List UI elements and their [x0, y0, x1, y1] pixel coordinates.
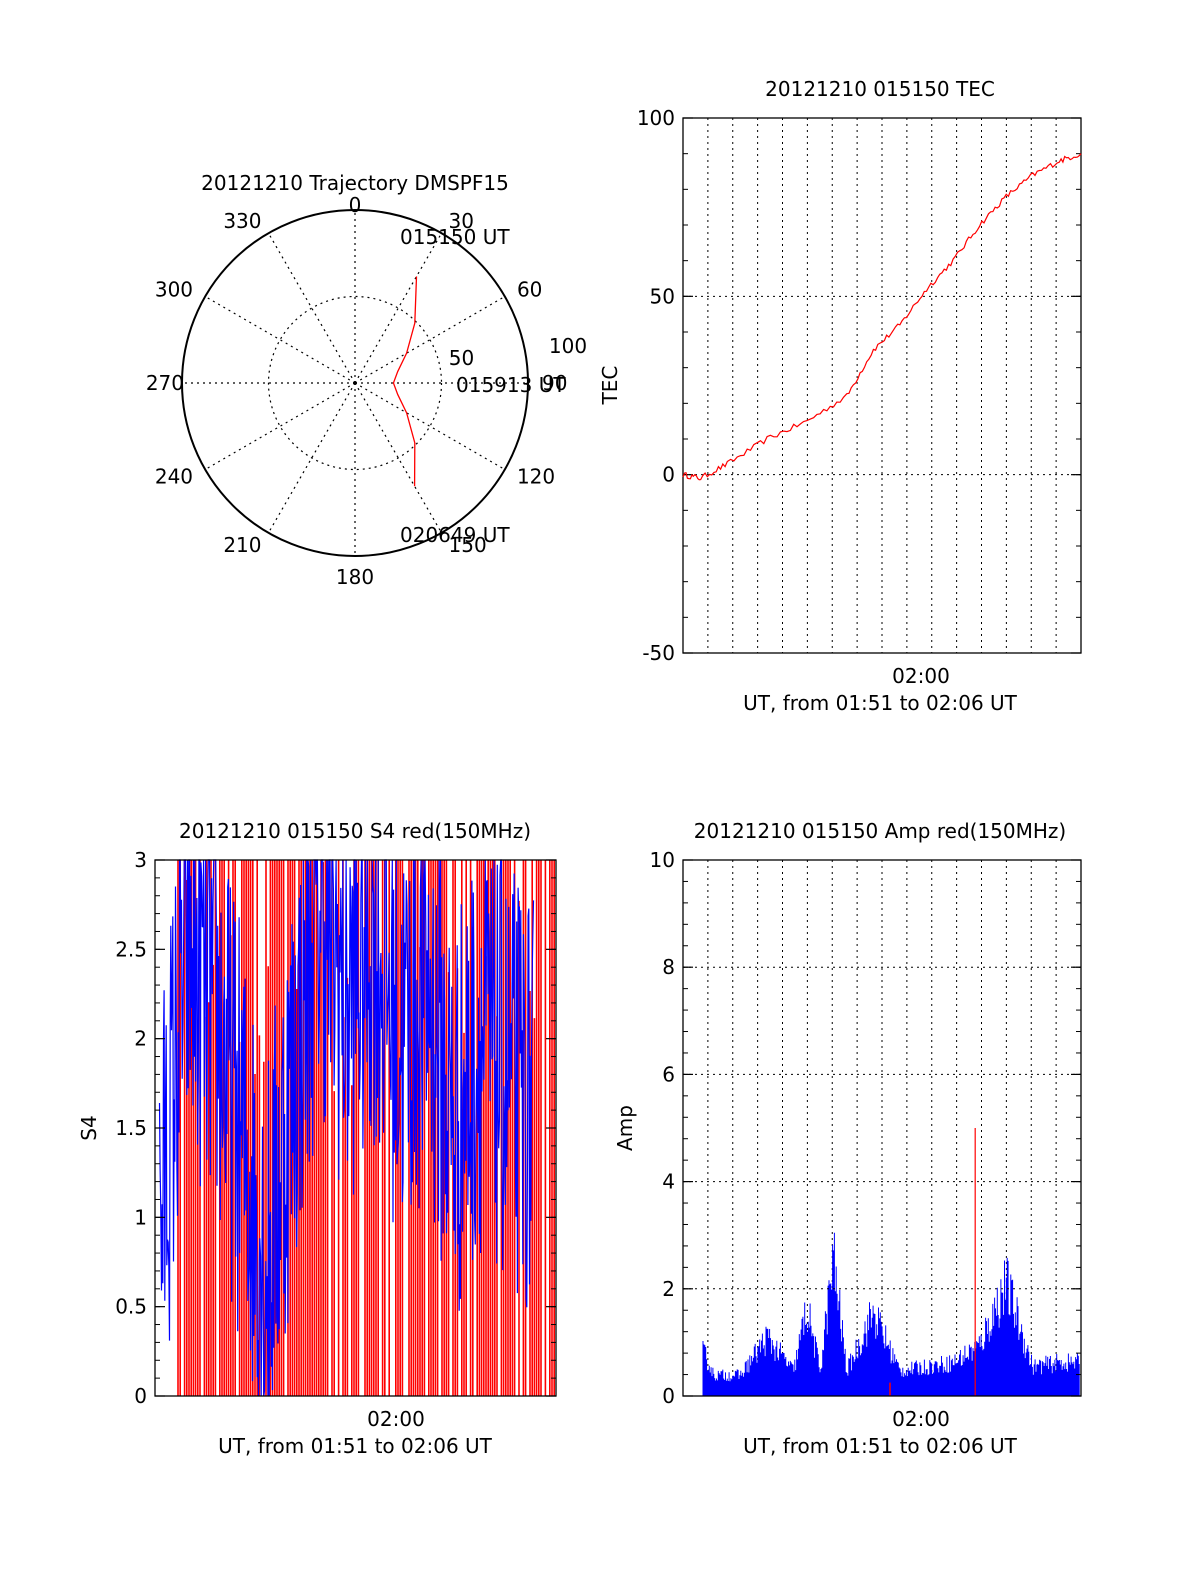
trajectory-end-label: 020649 UT	[400, 523, 510, 547]
s4-y-tick-label: 2	[134, 1027, 147, 1051]
amp-y-ticks: 10 8 6 4 2 0	[650, 848, 1081, 1408]
amp-y-tick-label: 2	[662, 1277, 675, 1301]
s4-y-tick-label: 1.5	[115, 1116, 147, 1140]
polar-azimuth-label: 240	[155, 465, 193, 489]
amp-y-tick-label: 0	[662, 1384, 675, 1408]
amp-y-tick-label: 8	[662, 955, 675, 979]
polar-radial-labels: 50 100	[449, 334, 587, 370]
tec-x-label: UT, from 01:51 to 02:06 UT	[743, 691, 1018, 715]
amp-y-tick-label: 4	[662, 1170, 675, 1194]
s4-panel: 20121210 015150 S4 red(150MHz) 3 2.5 2 1.5 1…	[77, 819, 557, 1458]
amp-y-tick-label: 10	[650, 848, 675, 872]
polar-azimuth-label: 270	[146, 371, 184, 395]
tec-grid	[707, 118, 1057, 653]
trajectory-line	[392, 276, 418, 487]
s4-y-tick-label: 0.5	[115, 1295, 147, 1319]
polar-azimuth-label: 90	[542, 371, 567, 395]
tec-y-ticks: 100 50 0 -50	[637, 106, 1081, 665]
polar-spoke	[354, 382, 506, 471]
tec-plot-frame	[682, 117, 1082, 654]
s4-y-tick-label: 1	[134, 1205, 147, 1229]
polar-azimuth-label: 180	[336, 565, 374, 589]
polar-spoke	[354, 382, 443, 534]
amp-panel: 20121210 015150 Amp red(150MHz) 1086420 …	[613, 819, 1082, 1458]
polar-azimuth-label: 300	[155, 278, 193, 302]
polar-outer-circle	[181, 209, 529, 557]
amp-blue-series	[702, 1232, 1080, 1396]
tec-title: 20121210 015150 TEC	[765, 77, 995, 101]
tec-y-tick-label: -50	[642, 641, 675, 665]
amp-y-label: Amp	[613, 1105, 637, 1151]
amp-title: 20121210 015150 Amp red(150MHz)	[694, 819, 1066, 843]
amp-blue-line	[702, 1232, 1080, 1396]
polar-azimuth-labels: 0 30 60 90 120 150 180 210 240 270 300 330	[146, 193, 568, 589]
s4-x-tick-label: 02:00	[367, 1407, 425, 1431]
polar-spoke	[267, 232, 356, 384]
s4-title: 20121210 015150 S4 red(150MHz)	[179, 819, 531, 843]
amp-y-tick-label: 6	[662, 1062, 675, 1086]
polar-azimuth-label: 30	[449, 209, 474, 233]
s4-y-tick-label: 3	[134, 848, 147, 872]
tec-y-tick-label: 50	[650, 284, 675, 308]
polar-spoke	[267, 382, 356, 534]
s4-y-tick-label: 2.5	[115, 937, 147, 961]
amp-x-tick-label: 02:00	[892, 1407, 950, 1431]
tec-y-tick-label: 100	[637, 106, 675, 130]
amp-red-series	[889, 1128, 976, 1396]
polar-radial-label: 100	[549, 334, 587, 358]
polar-spoke	[204, 382, 356, 471]
amp-plot-frame	[682, 859, 1082, 1397]
tec-panel: 20121210 015150 TEC 100 50 0 -50 02:00 UT, …	[598, 77, 1082, 715]
s4-y-tick-label: 0	[134, 1384, 147, 1408]
trajectory-start-label: 015150 UT	[400, 225, 510, 249]
s4-y-label: S4	[77, 1115, 101, 1140]
s4-blue-series	[158, 859, 535, 1397]
polar-grid	[181, 209, 529, 557]
polar-panel: 20121210 Trajectory DMSPF15 0 30 60 90 120 15…	[146, 171, 587, 589]
polar-azimuth-label: 330	[223, 209, 261, 233]
polar-azimuth-label: 0	[349, 193, 362, 217]
tec-series-line	[682, 153, 1082, 481]
s4-blue-line	[158, 859, 535, 1397]
polar-azimuth-label: 150	[449, 533, 487, 557]
s4-x-label: UT, from 01:51 to 02:06 UT	[218, 1434, 493, 1458]
s4-y-ticks: 3 2.5 2 1.5 1 0.5 0	[115, 848, 556, 1408]
polar-spoke	[354, 232, 443, 384]
trajectory-mid-label: 015913 UT	[456, 373, 566, 397]
amp-x-label: UT, from 01:51 to 02:06 UT	[743, 1434, 1018, 1458]
polar-spoke	[354, 295, 506, 384]
polar-title: 20121210 Trajectory DMSPF15	[201, 171, 509, 195]
polar-azimuth-label: 210	[223, 533, 261, 557]
polar-spoke	[204, 295, 356, 384]
polar-azimuth-label: 120	[517, 465, 555, 489]
tec-y-tick-label: 0	[662, 463, 675, 487]
polar-grid-circle	[267, 295, 443, 471]
tec-x-tick-label: 02:00	[892, 664, 950, 688]
tec-y-label: TEC	[598, 366, 622, 406]
polar-azimuth-label: 60	[517, 278, 542, 302]
polar-radial-label: 50	[449, 346, 474, 370]
